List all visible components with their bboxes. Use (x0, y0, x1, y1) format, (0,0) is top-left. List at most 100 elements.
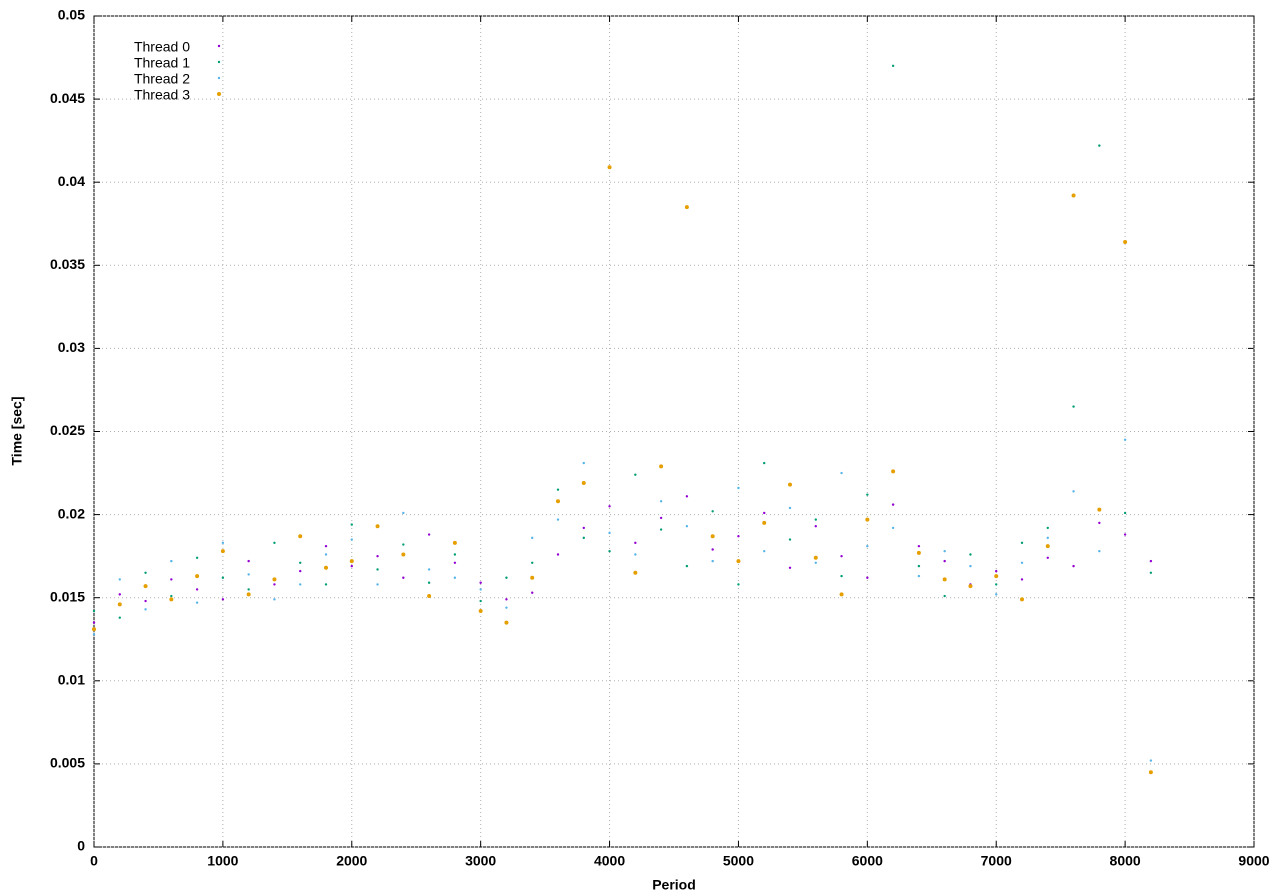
point (195, 556, 199, 560)
point (711, 559, 714, 563)
point (247, 559, 250, 563)
x-axis-title: Period (652, 877, 696, 893)
point (272, 577, 277, 582)
point (659, 500, 663, 503)
point (582, 536, 585, 540)
point (92, 609, 96, 613)
point (427, 533, 431, 536)
point (1071, 193, 1076, 198)
point (866, 544, 869, 548)
point (401, 552, 406, 557)
point (479, 599, 482, 603)
point (221, 541, 225, 545)
point (865, 517, 870, 522)
point (169, 597, 174, 602)
y-tick-label: 0.05 (58, 7, 85, 23)
point (221, 576, 225, 579)
legend-label: Thread 0 (134, 39, 190, 55)
point (452, 540, 457, 545)
point (375, 524, 380, 529)
y-axis-title: Time [sec] (9, 397, 25, 466)
point (891, 526, 895, 530)
point (117, 602, 122, 607)
legend-marker (217, 60, 221, 64)
point (1020, 561, 1024, 564)
point (685, 525, 689, 528)
point (505, 598, 508, 601)
y-tick-label: 0.025 (50, 422, 85, 438)
y-tick-label: 0.02 (58, 505, 85, 521)
point (608, 505, 611, 508)
x-tick-label: 5000 (723, 853, 754, 869)
point (1045, 544, 1050, 549)
point (1098, 521, 1101, 525)
point (402, 511, 405, 515)
point (1148, 770, 1153, 775)
point (556, 553, 560, 556)
point (324, 565, 328, 570)
x-tick-label: 3000 (465, 853, 496, 869)
point (763, 461, 766, 465)
point (505, 606, 508, 609)
x-tick-label: 9000 (1238, 853, 1269, 869)
point (170, 594, 173, 598)
point (220, 549, 225, 554)
point (917, 544, 921, 548)
point (298, 534, 303, 539)
point (479, 581, 482, 584)
point (814, 561, 817, 564)
point (685, 564, 689, 568)
point (273, 598, 276, 601)
point (634, 541, 637, 545)
point (943, 559, 946, 563)
point (324, 544, 328, 548)
point (350, 564, 353, 568)
point (143, 584, 148, 589)
legend-label: Thread 2 (134, 71, 190, 87)
point (453, 553, 457, 556)
point (582, 526, 585, 530)
point (711, 510, 714, 513)
point (1046, 556, 1049, 560)
point (840, 554, 843, 558)
point (1098, 549, 1101, 553)
point (144, 571, 147, 574)
point (866, 576, 869, 579)
point (917, 564, 921, 568)
point (968, 584, 973, 589)
point (350, 538, 353, 541)
point (737, 486, 740, 490)
point (402, 543, 405, 546)
point (505, 576, 508, 579)
point (711, 548, 714, 551)
point (788, 566, 792, 569)
point (299, 583, 302, 586)
point (531, 536, 534, 540)
point (659, 516, 663, 520)
point (763, 511, 766, 515)
legend-marker (217, 76, 221, 80)
point (607, 165, 612, 170)
point (685, 495, 689, 498)
point (427, 581, 431, 584)
point (118, 616, 121, 619)
point (633, 570, 638, 575)
point (891, 469, 896, 474)
point (1072, 490, 1075, 493)
legend-label: Thread 3 (134, 87, 190, 103)
point (943, 594, 946, 598)
point (582, 461, 585, 465)
point (1046, 526, 1049, 530)
point (1123, 438, 1127, 442)
y-tick-label: 0.015 (50, 588, 85, 604)
x-tick-label: 8000 (1110, 853, 1141, 869)
point (376, 568, 379, 571)
point (427, 594, 432, 599)
point (92, 621, 96, 624)
point (1098, 144, 1101, 147)
point (92, 633, 96, 636)
point (1123, 533, 1127, 536)
point (246, 592, 251, 597)
